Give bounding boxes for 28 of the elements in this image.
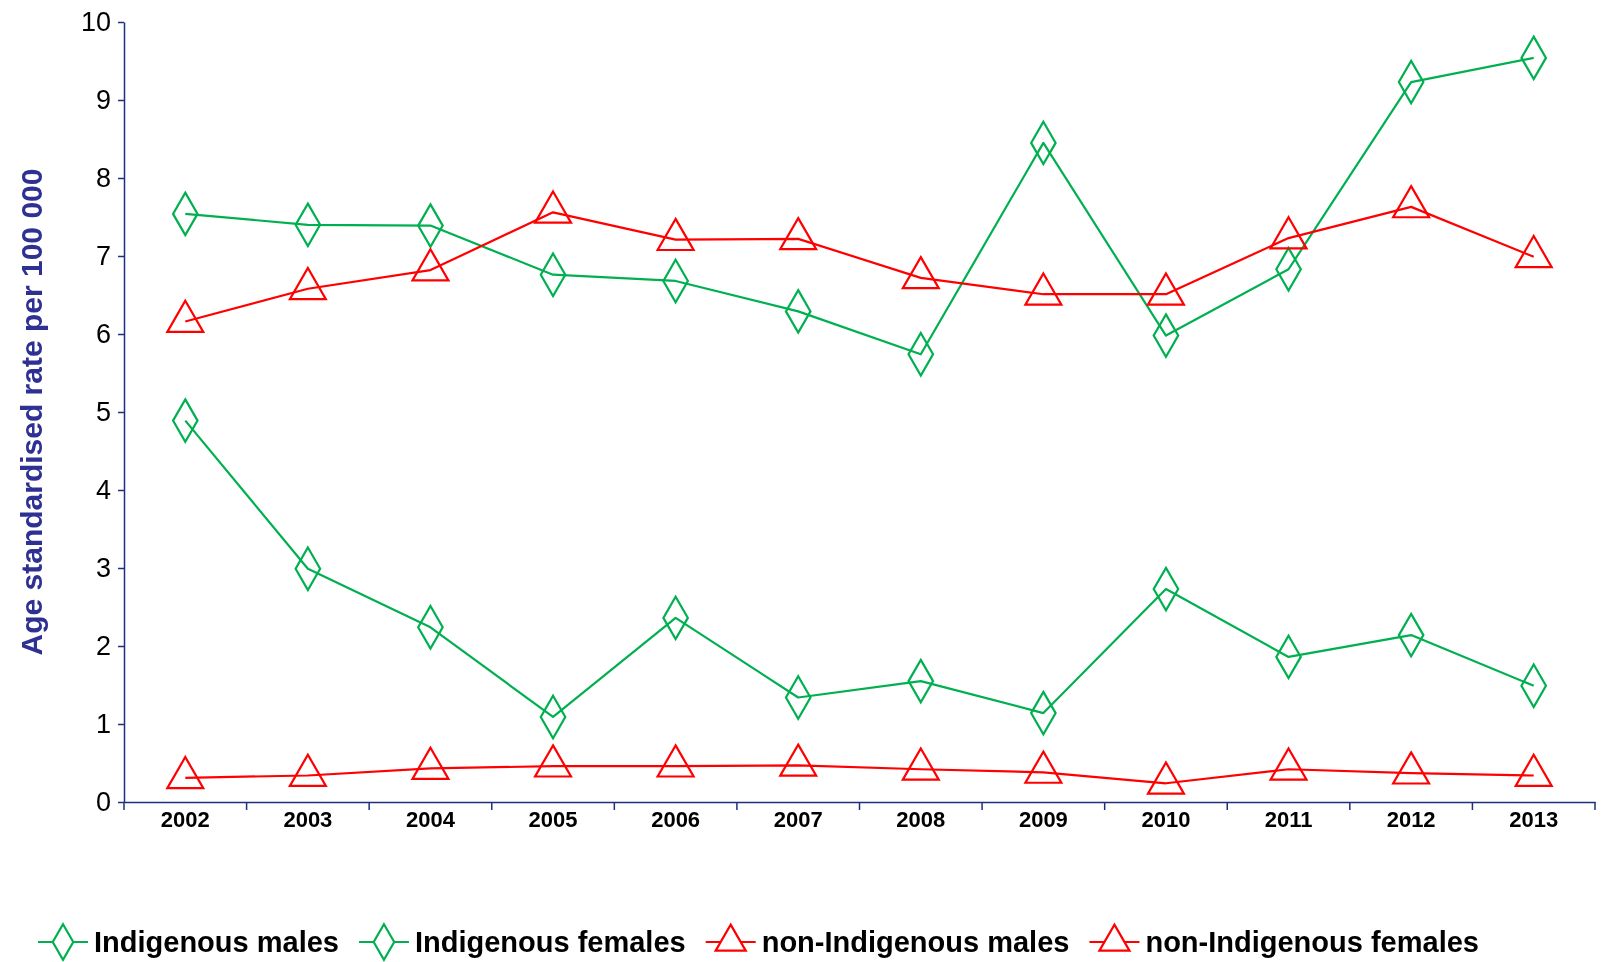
y-tick-label: 2: [95, 631, 111, 662]
y-tick-label: 4: [95, 475, 111, 506]
y-axis-title: Age standardised rate per 100 000: [15, 168, 48, 656]
x-tick-label: 2013: [1509, 807, 1559, 832]
x-tick-label: 2008: [896, 807, 946, 832]
y-tick-label: 7: [95, 241, 111, 272]
x-tick-label: 2006: [651, 807, 701, 832]
y-tick-label: 1: [95, 709, 111, 740]
x-tick-label: 2010: [1141, 807, 1191, 832]
y-tick-label: 8: [95, 163, 111, 194]
y-tick-label: 9: [95, 85, 111, 116]
y-tick-label: 6: [95, 319, 111, 350]
x-tick-label: 2007: [773, 807, 823, 832]
legend-label: Indigenous males: [94, 926, 339, 958]
x-tick-label: 2005: [528, 807, 578, 832]
x-tick-label: 2002: [160, 807, 210, 832]
legend-label: non-Indigenous males: [761, 926, 1070, 958]
x-tick-label: 2004: [405, 807, 456, 832]
y-tick-label: 5: [95, 397, 111, 428]
x-tick-label: 2003: [283, 807, 333, 832]
y-tick-label: 0: [95, 787, 111, 818]
x-tick-label: 2009: [1018, 807, 1068, 832]
x-tick-label: 2012: [1386, 807, 1436, 832]
legend-label: non-Indigenous females: [1145, 926, 1479, 958]
y-tick-label: 3: [95, 553, 111, 584]
x-tick-label: 2011: [1264, 807, 1313, 832]
y-tick-label: 10: [80, 7, 111, 38]
legend-label: Indigenous females: [414, 926, 686, 958]
